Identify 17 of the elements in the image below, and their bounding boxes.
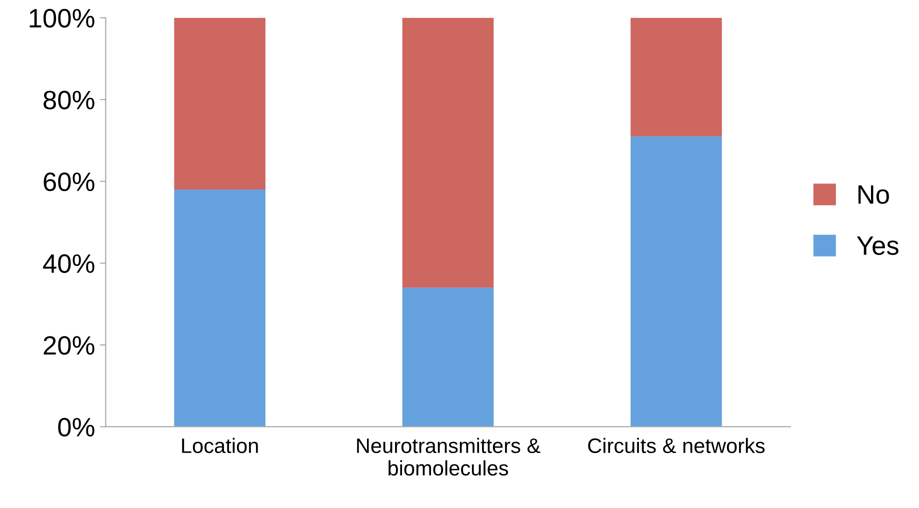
x-tick-label: Neurotransmitters & biomolecules [357,438,540,476]
bar [630,136,722,427]
bar [174,18,266,190]
bar [402,18,494,288]
y-tick-label: 20% [44,336,94,355]
x-tick-label: Location [182,438,258,454]
y-tick-label: 60% [44,172,94,192]
y-tick-label: 40% [43,254,94,273]
legend-label: Yes [856,236,898,255]
bar [402,288,494,427]
bar [174,190,266,427]
y-tick-label: 80% [44,90,94,110]
bar [630,18,722,136]
y-tick-label: 100% [30,8,94,28]
y-tick-label: 0% [58,418,94,437]
x-tick-label: Circuits & networks [588,438,765,454]
legend-label: No [858,185,889,204]
